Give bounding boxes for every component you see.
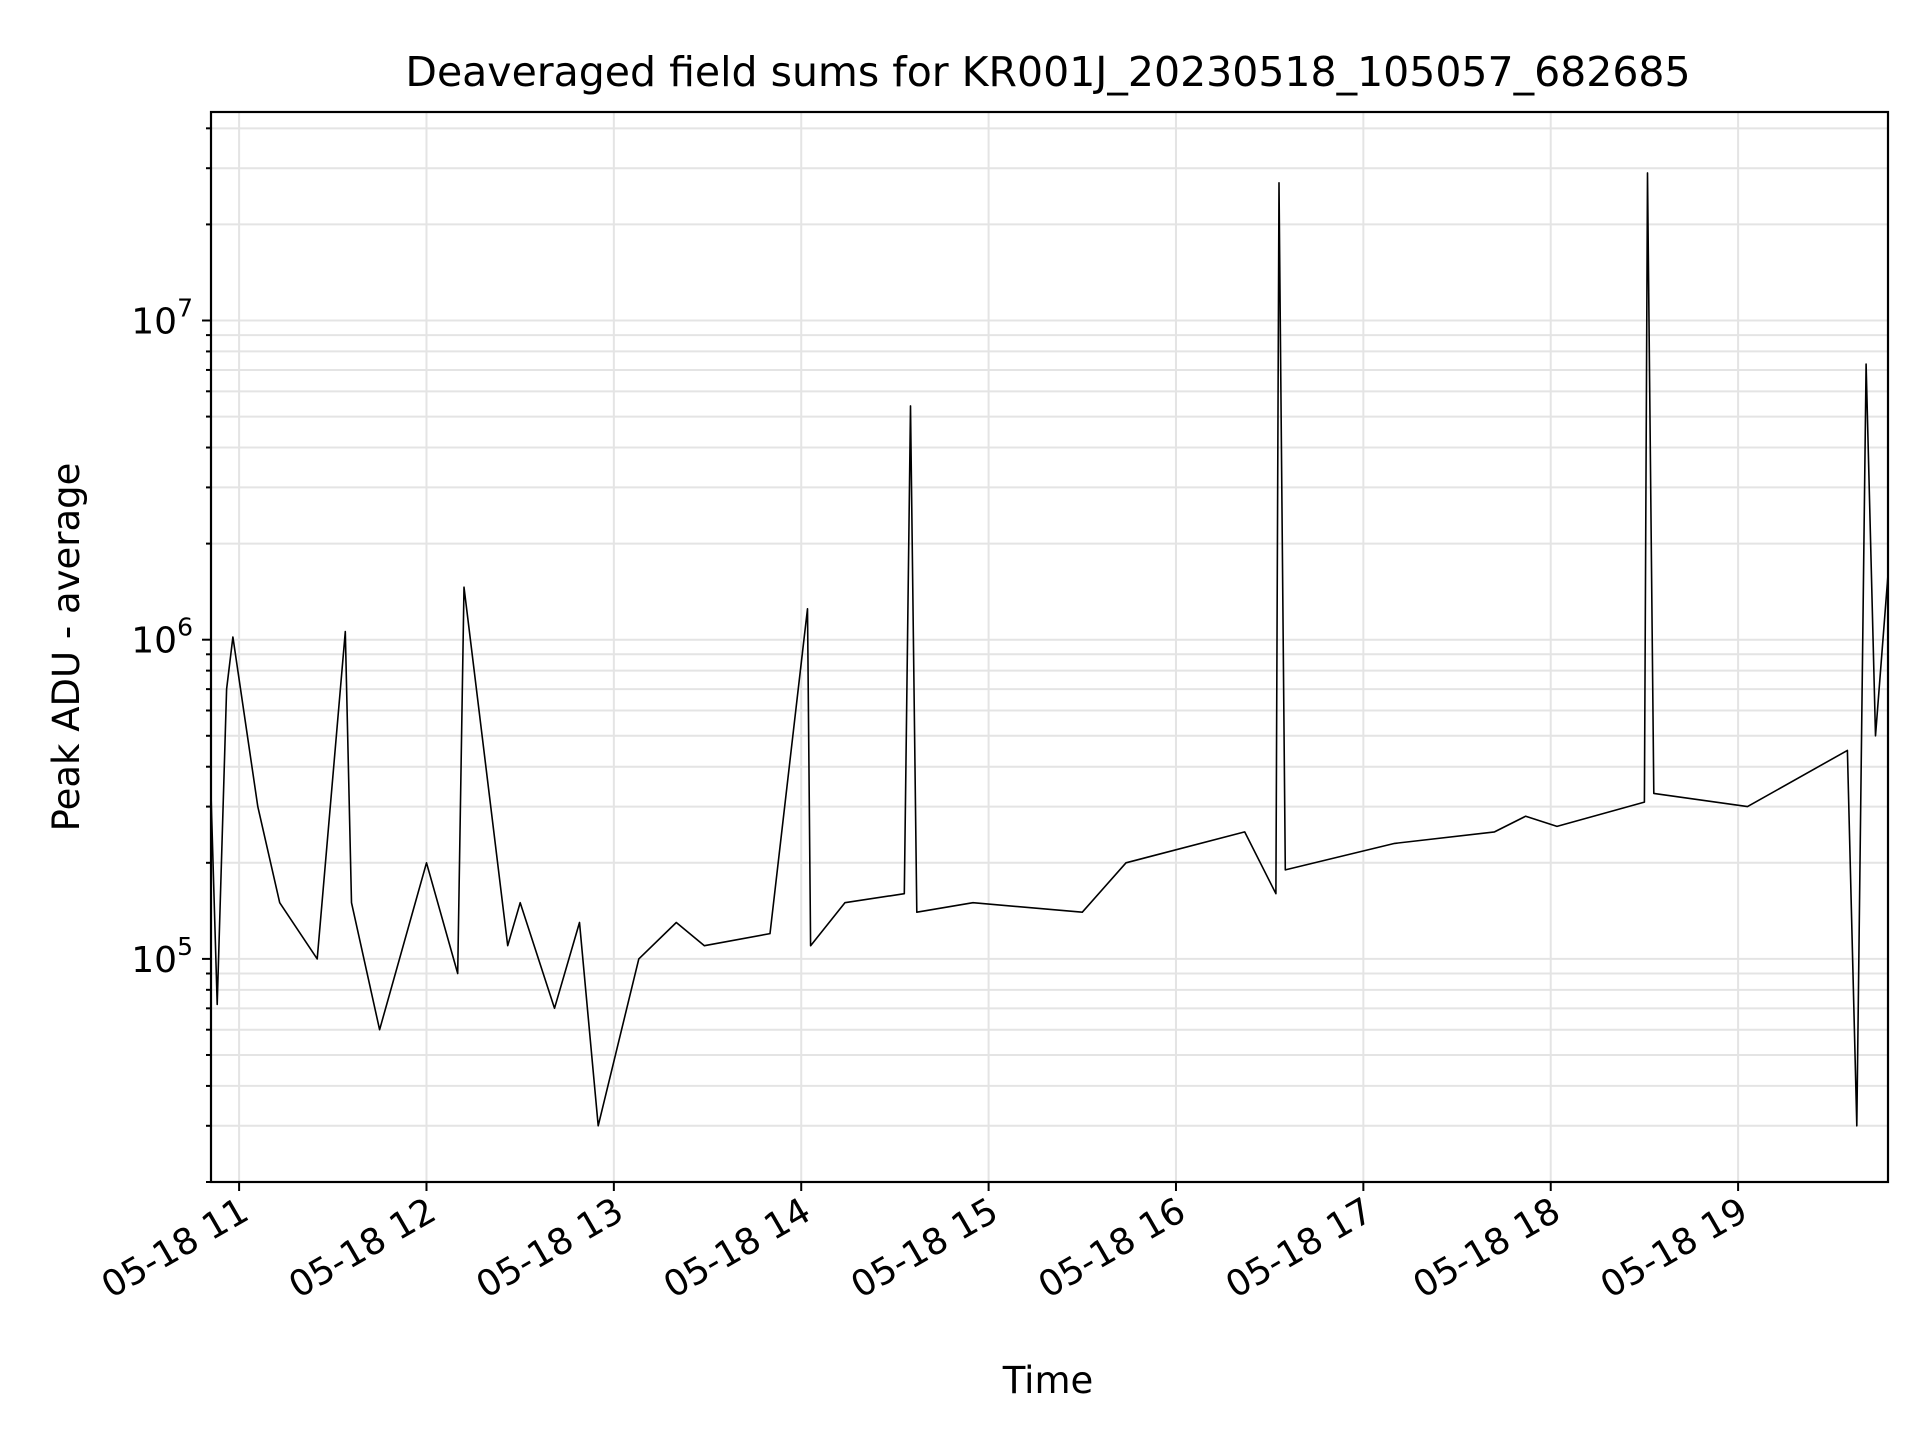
x-tick-label: 05-18 17 [1219, 1190, 1380, 1306]
series-line [210, 172, 1889, 1127]
x-tick-label: 05-18 12 [282, 1190, 443, 1306]
x-axis-label: Time [1002, 1359, 1094, 1402]
chart-title: Deaveraged field sums for KR001J_2023051… [405, 48, 1690, 96]
x-tick-label: 05-18 13 [470, 1190, 631, 1306]
y-tick-label: 106 [131, 613, 193, 662]
x-tick-label: 05-18 14 [657, 1190, 818, 1306]
x-tick-label: 05-18 11 [95, 1190, 256, 1306]
y-tick-label: 105 [131, 932, 193, 981]
plot-frame [209, 110, 1890, 1184]
y-axis-label: Peak ADU - average [45, 463, 88, 832]
x-tick-label: 05-18 16 [1032, 1190, 1193, 1306]
y-tick-label: 107 [131, 294, 193, 343]
series-layer [210, 172, 1889, 1127]
x-tick-label: 05-18 15 [844, 1190, 1005, 1306]
grid [211, 112, 1888, 1183]
x-tick-label: 05-18 18 [1407, 1190, 1568, 1306]
x-tick-label: 05-18 19 [1594, 1190, 1755, 1306]
